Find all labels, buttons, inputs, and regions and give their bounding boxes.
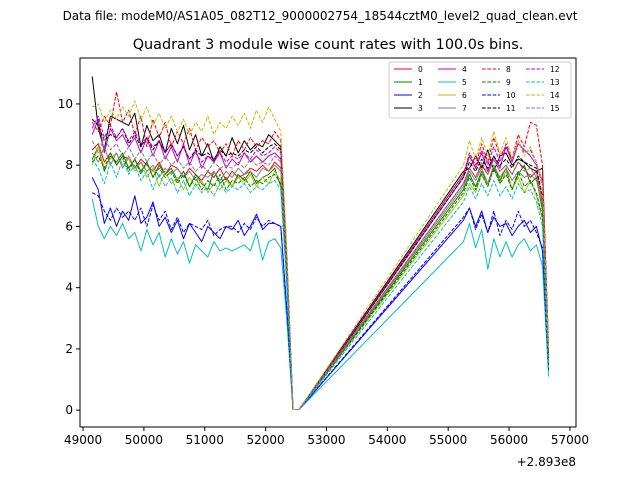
legend-label-2: 2 (418, 91, 423, 100)
series-line-5 (91, 198, 550, 410)
x-tick-label: 53000 (307, 433, 345, 447)
y-tick-label: 6 (65, 219, 73, 233)
axes-frame (79, 57, 577, 428)
legend-box (388, 61, 572, 119)
legend-label-9: 9 (506, 78, 511, 87)
y-axis: 0 2 4 6 8 10 (58, 97, 80, 417)
y-tick-label: 0 (65, 403, 73, 417)
series-line-12 (91, 115, 550, 410)
series-line-14 (91, 100, 550, 410)
x-axis: 49000 50000 51000 52000 53000 54000 55000 56000… (64, 427, 589, 447)
x-tick-label: 54000 (368, 433, 406, 447)
chart-title: Quadrant 3 module wise count rates with … (133, 37, 524, 53)
series-line-8 (91, 91, 550, 410)
series-line-9 (91, 152, 550, 410)
x-tick-label: 52000 (247, 433, 285, 447)
legend-label-14: 14 (550, 91, 560, 100)
suptitle: Data file: modeM0/AS1A05_082T12_90000027… (63, 9, 578, 23)
legend-label-6: 6 (462, 91, 467, 100)
plot-area (91, 76, 550, 410)
y-tick-label: 4 (65, 281, 73, 295)
legend-label-12: 12 (550, 65, 560, 74)
x-tick-label: 55000 (429, 433, 467, 447)
x-tick-label: 56000 (490, 433, 528, 447)
x-tick-label: 50000 (125, 433, 163, 447)
y-tick-label: 8 (65, 158, 73, 172)
series-line-13 (91, 158, 550, 410)
legend-label-11: 11 (506, 104, 516, 113)
legend-label-8: 8 (506, 65, 511, 74)
legend-label-7: 7 (462, 104, 467, 113)
legend-label-1: 1 (418, 78, 423, 87)
series-line-1 (91, 146, 550, 410)
x-tick-label: 57000 (551, 433, 589, 447)
legend-label-3: 3 (418, 104, 423, 113)
legend-label-4: 4 (462, 65, 467, 74)
legend-label-5: 5 (462, 78, 467, 87)
series-line-15 (91, 137, 550, 410)
y-tick-label: 2 (65, 342, 73, 356)
series-line-10 (91, 192, 550, 410)
legend-label-15: 15 (550, 104, 560, 113)
y-tick-label: 10 (58, 97, 73, 111)
legend-label-0: 0 (418, 65, 423, 74)
x-offset-label: +2.893e8 (517, 455, 576, 469)
x-tick-label: 51000 (186, 433, 224, 447)
series-line-7 (91, 146, 550, 410)
series-line-4 (91, 118, 550, 410)
x-tick-label: 49000 (64, 433, 102, 447)
legend-label-13: 13 (550, 78, 560, 87)
legend-label-10: 10 (506, 91, 516, 100)
